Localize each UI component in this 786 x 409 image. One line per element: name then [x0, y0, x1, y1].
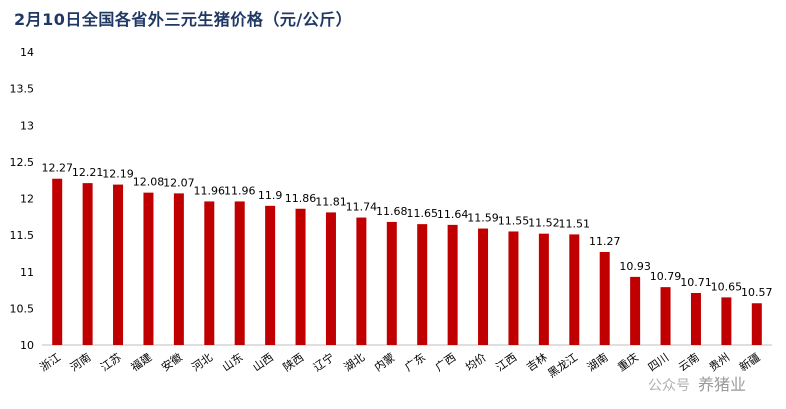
y-tick-label: 10.5 — [10, 302, 35, 315]
bar-value-label: 11.9 — [258, 189, 283, 202]
bar — [52, 178, 63, 345]
x-tick-label: 江西 — [494, 351, 519, 374]
x-tick-label: 山东 — [220, 351, 245, 374]
bar-value-label: 11.52 — [528, 217, 560, 230]
bars — [52, 178, 762, 345]
x-tick-label: 河南 — [68, 351, 93, 374]
x-tick-label: 福建 — [128, 350, 154, 374]
bar — [660, 287, 671, 345]
bar-value-label: 11.55 — [498, 214, 530, 227]
bar-value-label: 11.74 — [346, 201, 378, 214]
bar-value-label: 12.19 — [102, 168, 134, 181]
x-tick-label: 辽宁 — [311, 350, 337, 374]
x-tick-label: 江苏 — [98, 351, 123, 374]
bar — [356, 217, 367, 345]
bar — [173, 193, 184, 345]
y-tick-label: 14 — [20, 46, 34, 59]
bar-value-label: 12.08 — [133, 176, 165, 189]
bar-value-label: 12.21 — [72, 166, 104, 179]
chart-title: 2月10日全国各省外三元生猪价格（元/公斤） — [14, 10, 353, 29]
x-tick-label: 浙江 — [37, 351, 62, 374]
x-tick-label: 重庆 — [615, 350, 641, 374]
x-tick-label: 黑龙江 — [546, 351, 580, 381]
watermark: 公众号 养猪业 — [648, 371, 746, 395]
bar — [82, 183, 93, 345]
x-tick-label: 河北 — [190, 351, 215, 374]
x-tick-label: 内蒙 — [371, 350, 397, 374]
y-tick-label: 10 — [20, 339, 34, 352]
bar — [417, 224, 428, 345]
bar-value-label: 10.79 — [650, 270, 682, 283]
bar — [325, 212, 336, 345]
bar — [721, 297, 732, 345]
bar — [143, 192, 154, 345]
y-axis-tick-labels: 10 10.5 11 11.5 12 12.5 13 13.5 14 — [10, 46, 35, 352]
y-tick-label: 13 — [20, 119, 34, 132]
bar-value-label: 11.64 — [437, 208, 469, 221]
bar-value-label: 11.65 — [406, 207, 438, 220]
bar — [447, 224, 458, 345]
bar-value-label: 10.93 — [619, 260, 651, 273]
bar — [295, 208, 306, 345]
bar-value-label: 10.71 — [680, 276, 712, 289]
bar-value-label: 12.07 — [163, 176, 195, 189]
bar-value-label: 11.96 — [194, 184, 226, 197]
x-tick-label: 均价 — [463, 351, 488, 374]
bar-value-label: 11.96 — [224, 184, 256, 197]
bar — [690, 292, 701, 345]
x-tick-label: 陕西 — [280, 350, 306, 374]
bar-value-label: 11.68 — [376, 205, 408, 218]
y-tick-label: 11.5 — [10, 229, 35, 242]
x-tick-label: 山西 — [250, 351, 275, 374]
bar — [234, 201, 245, 345]
bar — [508, 231, 519, 345]
y-tick-label: 13.5 — [10, 83, 35, 96]
bar-value-label: 11.51 — [559, 217, 591, 230]
bar-value-label: 11.27 — [589, 235, 621, 248]
x-tick-label: 湖南 — [585, 351, 610, 374]
x-tick-label: 广东 — [402, 351, 427, 374]
bar — [113, 184, 124, 345]
x-tick-label: 安徽 — [159, 350, 185, 374]
y-tick-label: 12.5 — [10, 156, 35, 169]
bar — [538, 233, 549, 345]
bar-value-label: 12.27 — [41, 162, 73, 175]
watermark-brand: 养猪业 — [697, 375, 746, 394]
y-tick-label: 11 — [20, 266, 34, 279]
bar-value-label: 11.86 — [285, 192, 317, 205]
bar — [569, 234, 580, 345]
bar — [204, 201, 215, 345]
bar-value-label: 11.59 — [467, 212, 499, 225]
bar-value-label: 10.57 — [741, 286, 773, 299]
x-tick-label: 广西 — [433, 351, 458, 374]
bar — [478, 228, 489, 345]
y-tick-label: 12 — [20, 193, 34, 206]
bar — [386, 221, 397, 345]
bar — [751, 303, 762, 345]
watermark-source: 公众号 — [647, 378, 690, 394]
bar-value-label: 10.65 — [711, 280, 743, 293]
bar-value-label: 11.81 — [315, 195, 347, 208]
bar — [630, 276, 641, 345]
bar — [265, 205, 276, 345]
x-tick-label: 湖北 — [342, 351, 367, 374]
bar — [599, 251, 610, 345]
